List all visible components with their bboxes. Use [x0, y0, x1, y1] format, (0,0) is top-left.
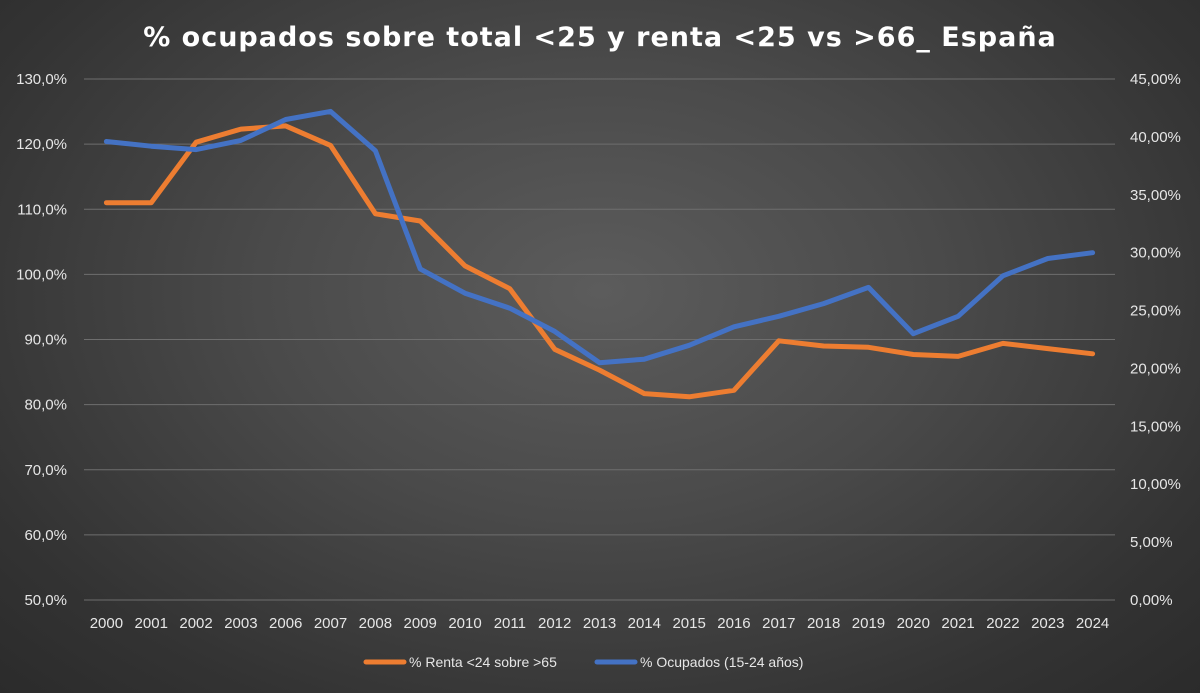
x-tick-label: 2006 [269, 615, 302, 632]
x-tick-label: 2016 [717, 615, 750, 632]
x-tick-label: 2013 [583, 615, 616, 632]
left-tick-label: 80,0% [24, 397, 67, 414]
x-tick-label: 2015 [672, 615, 705, 632]
x-tick-label: 2018 [807, 615, 840, 632]
left-tick-label: 120,0% [16, 136, 67, 153]
legend: % Renta <24 sobre >65 % Ocupados (15-24 a… [363, 654, 803, 670]
x-tick-label: 2010 [448, 615, 481, 632]
x-tick-label: 2003 [224, 615, 257, 632]
right-tick-label: 35,00% [1130, 187, 1181, 204]
left-axis: 50,0% 60,0% 70,0% 80,0% 90,0% 100,0% 110,0% 120… [16, 71, 67, 609]
x-tick-label: 2023 [1031, 615, 1064, 632]
x-tick-label: 2020 [897, 615, 930, 632]
left-tick-label: 50,0% [24, 592, 67, 609]
x-tick-label: 2014 [628, 615, 661, 632]
x-tick-label: 2007 [314, 615, 347, 632]
series-line-1 [103, 123, 1096, 400]
legend-label-2: % Ocupados (15-24 años) [640, 654, 803, 670]
legend-label-1: % Renta <24 sobre >65 [409, 654, 557, 670]
right-tick-label: 0,00% [1130, 592, 1173, 609]
right-tick-label: 20,00% [1130, 360, 1181, 377]
chart-title: % ocupados sobre total <25 y renta <25 v… [143, 22, 1057, 53]
left-tick-label: 110,0% [17, 201, 67, 218]
series-lines [103, 108, 1096, 400]
x-tick-label: 2024 [1076, 615, 1109, 632]
left-tick-label: 130,0% [16, 71, 67, 88]
right-tick-label: 30,00% [1130, 245, 1181, 262]
left-tick-label: 70,0% [24, 462, 67, 479]
right-tick-label: 5,00% [1130, 534, 1173, 551]
x-tick-label: 2011 [494, 615, 526, 632]
right-tick-label: 25,00% [1130, 303, 1181, 320]
right-tick-label: 15,00% [1130, 418, 1181, 435]
x-tick-label: 2002 [179, 615, 212, 632]
right-tick-label: 40,00% [1130, 129, 1181, 146]
x-tick-label: 2022 [986, 615, 1019, 632]
right-tick-label: 45,00% [1130, 71, 1181, 88]
grid-lines [84, 78, 1115, 601]
left-tick-label: 60,0% [24, 527, 67, 544]
x-axis: 2000 2001 2002 2003 2006 2007 2008 2009 2010 2011… [90, 615, 1110, 632]
x-tick-label: 2017 [762, 615, 795, 632]
x-tick-label: 2019 [852, 615, 885, 632]
x-tick-label: 2008 [359, 615, 392, 632]
series-line-2 [103, 108, 1096, 366]
right-axis: 0,00% 5,00% 10,00% 15,00% 20,00% 25,00% 30,00%… [1130, 71, 1181, 609]
left-tick-label: 100,0% [16, 266, 67, 283]
x-tick-label: 2012 [538, 615, 571, 632]
x-tick-label: 2021 [941, 615, 974, 632]
x-tick-label: 2009 [404, 615, 437, 632]
x-tick-label: 2001 [135, 615, 168, 632]
left-tick-label: 90,0% [24, 332, 67, 349]
x-tick-label: 2000 [90, 615, 123, 632]
right-tick-label: 10,00% [1130, 476, 1181, 493]
